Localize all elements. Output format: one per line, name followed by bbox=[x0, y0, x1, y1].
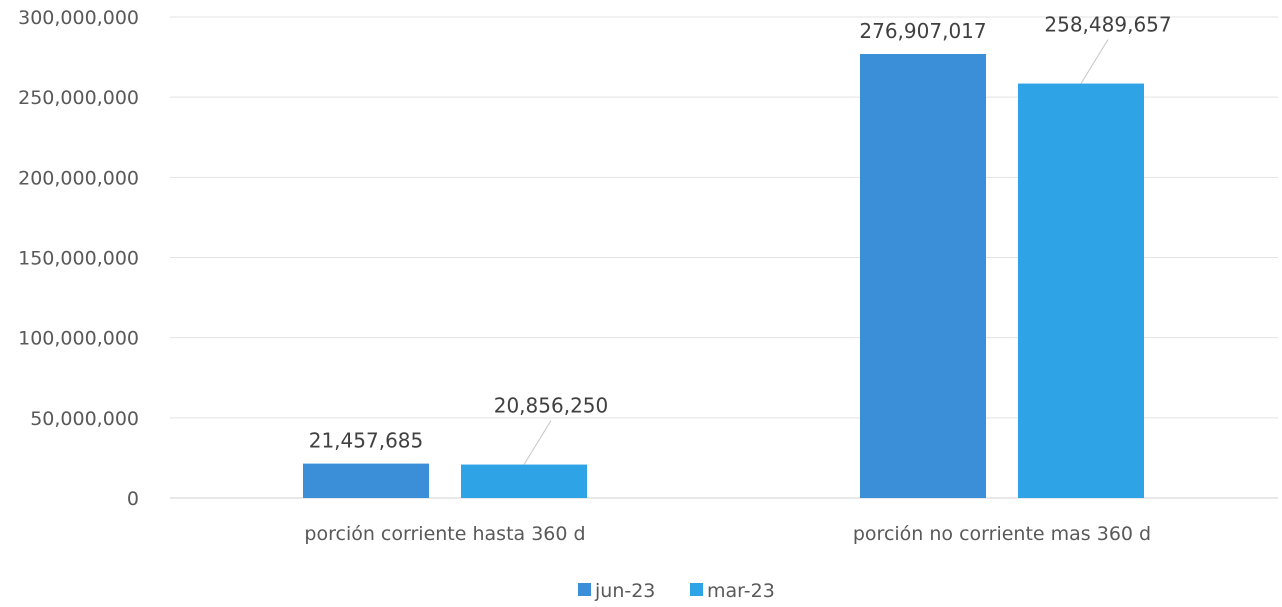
bar-jun-23[interactable] bbox=[860, 54, 986, 498]
bar-jun-23[interactable] bbox=[303, 463, 429, 498]
data-label-leader-lines bbox=[523, 39, 1109, 465]
data-label: 276,907,017 bbox=[859, 19, 986, 43]
legend[interactable]: jun-23 mar-23 bbox=[578, 580, 775, 602]
legend-label: mar-23 bbox=[707, 580, 775, 602]
bars bbox=[303, 54, 1144, 498]
y-tick-label: 300,000,000 bbox=[18, 7, 139, 29]
legend-swatch bbox=[690, 583, 703, 596]
y-axis-tick-labels: 0 50,000,000 100,000,000 150,000,000 200,000… bbox=[18, 7, 139, 510]
x-category-label: porción corriente hasta 360 d bbox=[304, 523, 585, 545]
bar-mar-23[interactable] bbox=[461, 464, 587, 498]
data-label: 258,489,657 bbox=[1044, 13, 1171, 37]
y-tick-label: 150,000,000 bbox=[18, 248, 139, 270]
legend-swatch bbox=[578, 583, 591, 596]
data-label-leader bbox=[523, 420, 552, 465]
y-tick-label: 100,000,000 bbox=[18, 328, 139, 350]
y-tick-label: 50,000,000 bbox=[30, 408, 139, 430]
data-label: 21,457,685 bbox=[309, 429, 424, 453]
x-axis-category-labels: porción corriente hasta 360 d porción no … bbox=[304, 523, 1151, 545]
legend-label: jun-23 bbox=[594, 580, 655, 602]
gridlines bbox=[170, 16, 1278, 499]
y-tick-label: 250,000,000 bbox=[18, 87, 139, 109]
legend-item-jun-23[interactable]: jun-23 bbox=[578, 580, 655, 602]
data-label-leader bbox=[1080, 39, 1109, 84]
data-label: 20,856,250 bbox=[494, 394, 609, 418]
bar-mar-23[interactable] bbox=[1018, 83, 1144, 498]
x-category-label: porción no corriente mas 360 d bbox=[853, 523, 1151, 545]
data-labels: 21,457,685 276,907,017 20,856,250 258,489,6… bbox=[309, 13, 1172, 453]
y-tick-label: 0 bbox=[127, 488, 139, 510]
legend-item-mar-23[interactable]: mar-23 bbox=[690, 580, 775, 602]
y-tick-label: 200,000,000 bbox=[18, 167, 139, 189]
